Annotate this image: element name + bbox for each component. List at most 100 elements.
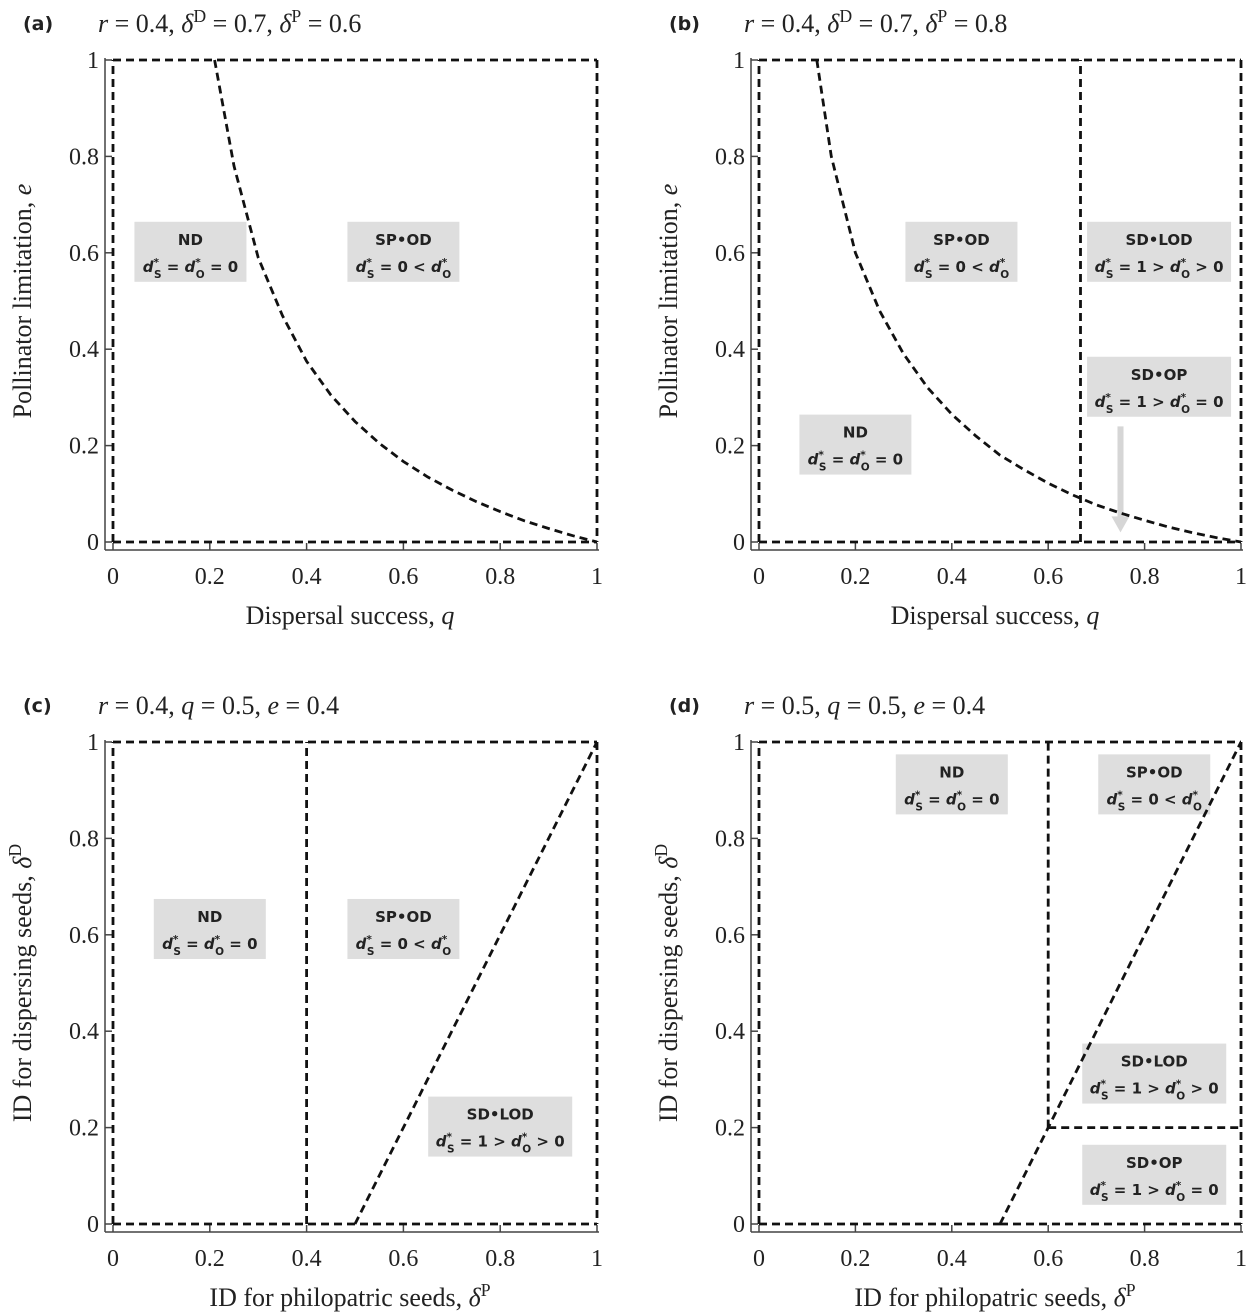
panel-a: (a) r = 0.4, δD = 0.7, δP = 0.6 0 0.2 0.4 0.6… bbox=[8, 6, 603, 630]
y-axis-title: ID for dispersing seeds, δD bbox=[651, 844, 683, 1123]
x-axis-title: Dispersal success, q bbox=[246, 601, 455, 630]
region-name: SD•LOD bbox=[1121, 1053, 1188, 1071]
region-name: SD•LOD bbox=[467, 1106, 534, 1124]
region-name: ND bbox=[843, 424, 868, 442]
y-tick-label: 0.6 bbox=[715, 241, 745, 267]
region-box bbox=[1087, 356, 1232, 417]
y-tick-label: 0 bbox=[87, 1212, 99, 1238]
x-tick-label: 1 bbox=[591, 1246, 603, 1272]
panel-letter: (c) bbox=[23, 695, 52, 717]
x-tick-label: 0 bbox=[753, 564, 765, 590]
panel-params: r = 0.4, q = 0.5, e = 0.4 bbox=[98, 691, 339, 720]
boundary-curve bbox=[213, 59, 598, 544]
annotation-arrow bbox=[1111, 426, 1130, 533]
x-tick-label: 0 bbox=[107, 564, 119, 590]
region-condition: d* S = 1 > d* O > 0 bbox=[1090, 1079, 1219, 1103]
region-name: SP•OD bbox=[375, 908, 432, 926]
boundary-line bbox=[998, 741, 1243, 1225]
region-label: SP•OD d* S = 0 < d* O bbox=[1098, 754, 1211, 815]
y-tick-label: 0.6 bbox=[69, 923, 99, 949]
y-tick-label: 0.2 bbox=[69, 434, 99, 460]
y-tick-label: 1 bbox=[733, 730, 745, 756]
axes: 0 0.2 0.4 0.6 0.8 1 0 0.2 0.4 0.6 0.8 1 bbox=[69, 48, 603, 590]
region-box bbox=[153, 898, 266, 959]
region-name: SD•LOD bbox=[1126, 231, 1193, 249]
x-axis-title: Dispersal success, q bbox=[891, 601, 1100, 630]
x-tick-label: 0.8 bbox=[1130, 564, 1160, 590]
x-tick-label: 0.8 bbox=[1130, 1246, 1160, 1272]
panel-params: r = 0.4, δD = 0.7, δP = 0.6 bbox=[98, 6, 361, 38]
region-condition: d* S = 1 > d* O = 0 bbox=[1090, 1180, 1219, 1204]
panel-letter: (b) bbox=[669, 13, 700, 35]
panel-letter: (d) bbox=[669, 695, 700, 717]
region-label: ND d* S = d* O = 0 bbox=[799, 414, 912, 475]
y-tick-label: 0.8 bbox=[715, 144, 745, 170]
y-tick-label: 0 bbox=[733, 1212, 745, 1238]
region-name: SP•OD bbox=[933, 231, 990, 249]
y-tick-label: 0.2 bbox=[715, 434, 745, 460]
x-tick-label: 0.6 bbox=[1033, 1246, 1063, 1272]
x-tick-label: 0 bbox=[753, 1246, 765, 1272]
y-axis-title: Pollinator limitation, e bbox=[654, 184, 683, 419]
region-condition: d* S = d* O = 0 bbox=[808, 450, 903, 474]
region-name: SP•OD bbox=[375, 231, 432, 249]
region-box bbox=[347, 221, 460, 282]
region-condition: d* S = d* O = 0 bbox=[143, 257, 238, 281]
x-tick-label: 0.8 bbox=[485, 1246, 515, 1272]
x-axis-title: ID for philopatric seeds, δP bbox=[209, 1280, 490, 1312]
region-condition: d* S = 1 > d* O = 0 bbox=[1095, 392, 1224, 416]
region-box bbox=[1082, 1043, 1227, 1104]
region-box bbox=[134, 221, 247, 282]
y-tick-label: 0.4 bbox=[69, 337, 99, 363]
x-tick-label: 1 bbox=[591, 564, 603, 590]
region-condition: d* S = 0 < d* O bbox=[1107, 789, 1203, 813]
y-tick-label: 0.8 bbox=[715, 826, 745, 852]
axes: 0 0.2 0.4 0.6 0.8 1 0 0.2 0.4 0.6 0.8 1 bbox=[69, 730, 603, 1272]
y-tick-label: 0 bbox=[733, 530, 745, 556]
y-tick-label: 0.4 bbox=[715, 337, 745, 363]
region-name: SD•OP bbox=[1126, 1154, 1183, 1172]
region-label: SD•LOD d* S = 1 > d* O > 0 bbox=[1082, 1043, 1227, 1104]
region-label: SD•OP d* S = 1 > d* O = 0 bbox=[1082, 1144, 1227, 1205]
y-tick-label: 0.4 bbox=[715, 1019, 745, 1045]
x-tick-label: 1 bbox=[1235, 564, 1247, 590]
y-axis-title: ID for dispersing seeds, δD bbox=[5, 844, 37, 1123]
x-tick-label: 0.6 bbox=[388, 1246, 418, 1272]
x-tick-label: 0.4 bbox=[937, 564, 967, 590]
region-label: SD•LOD d* S = 1 > d* O > 0 bbox=[428, 1096, 573, 1157]
axes: 0 0.2 0.4 0.6 0.8 1 0 0.2 0.4 0.6 0.8 1 bbox=[715, 730, 1247, 1272]
y-tick-label: 0.8 bbox=[69, 144, 99, 170]
y-tick-label: 1 bbox=[87, 48, 99, 74]
region-box bbox=[905, 221, 1018, 282]
y-tick-label: 0 bbox=[87, 530, 99, 556]
region-box bbox=[1082, 1144, 1227, 1205]
region-label: SD•LOD d* S = 1 > d* O > 0 bbox=[1087, 221, 1232, 282]
region-box bbox=[799, 414, 912, 475]
region-name: SP•OD bbox=[1126, 763, 1183, 781]
region-condition: d* S = d* O = 0 bbox=[162, 934, 257, 958]
y-tick-label: 0.6 bbox=[715, 923, 745, 949]
y-tick-label: 1 bbox=[87, 730, 99, 756]
region-box bbox=[1087, 221, 1232, 282]
arrow-head bbox=[1111, 516, 1130, 533]
x-tick-label: 0.2 bbox=[195, 564, 225, 590]
region-box bbox=[895, 754, 1008, 815]
y-tick-label: 0.4 bbox=[69, 1019, 99, 1045]
region-label: SP•OD d* S = 0 < d* O bbox=[905, 221, 1018, 282]
region-condition: d* S = d* O = 0 bbox=[904, 789, 999, 813]
x-tick-label: 0.2 bbox=[195, 1246, 225, 1272]
region-label: SP•OD d* S = 0 < d* O bbox=[347, 221, 460, 282]
region-box bbox=[428, 1096, 573, 1157]
y-tick-label: 0.2 bbox=[69, 1116, 99, 1142]
x-tick-label: 0.6 bbox=[1033, 564, 1063, 590]
region-name: ND bbox=[178, 231, 203, 249]
x-tick-label: 0 bbox=[107, 1246, 119, 1272]
region-label: ND d* S = d* O = 0 bbox=[134, 221, 247, 282]
y-tick-label: 1 bbox=[733, 48, 745, 74]
region-condition: d* S = 1 > d* O > 0 bbox=[436, 1132, 565, 1156]
panel-b: (b) r = 0.4, δD = 0.7, δP = 0.8 0 0.2 0.4 0.6… bbox=[654, 6, 1247, 630]
x-tick-label: 1 bbox=[1235, 1246, 1247, 1272]
boundary-line bbox=[353, 741, 599, 1225]
x-tick-label: 0.4 bbox=[292, 564, 322, 590]
